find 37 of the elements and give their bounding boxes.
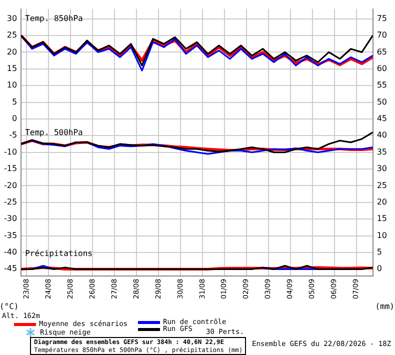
y2-tick-label: 75 — [376, 14, 388, 23]
y-tick-label: 25 — [6, 30, 18, 40]
y2-tick-label: 70 — [376, 30, 388, 40]
y2-tick-label: 5 — [376, 248, 382, 257]
y-tick-label: 5 — [12, 97, 18, 106]
y-tick-label: 0 — [12, 114, 18, 124]
y-tick-label: -45 — [4, 264, 18, 274]
y2-tick-label: 40 — [376, 130, 388, 140]
y2-tick-label: 55 — [376, 80, 388, 90]
y-tick-label: -20 — [4, 180, 18, 190]
y2-axis-title: (mm) — [375, 302, 394, 312]
annotation: Précipitations — [25, 249, 93, 258]
y-tick-label: -40 — [4, 248, 18, 257]
y-tick-label: 20 — [6, 47, 18, 56]
y2-tick-label: 50 — [376, 97, 388, 106]
y-tick-label: -25 — [4, 197, 18, 206]
annotation: Temp. 850hPa — [25, 14, 84, 23]
y2-tick-label: 65 — [376, 47, 388, 56]
y2-tick-label: 20 — [376, 197, 388, 206]
y-tick-label: 15 — [6, 64, 18, 73]
annotation: Temp. 500hPa — [25, 128, 84, 138]
y-tick-label: 30 — [6, 14, 18, 23]
y2-tick-label: 35 — [376, 147, 388, 156]
y2-tick-label: 60 — [376, 64, 388, 73]
y2-tick-label: 10 — [376, 230, 388, 240]
y-axis-title: (°C) — [0, 302, 19, 312]
y-tick-label: -35 — [4, 230, 18, 240]
y2-tick-label: 15 — [376, 214, 388, 224]
y-tick-label: 10 — [6, 80, 18, 90]
y-tick-label: -5 — [9, 130, 18, 140]
y2-tick-label: 30 — [376, 164, 388, 174]
y2-tick-label: 45 — [376, 114, 388, 124]
y-tick-label: -10 — [4, 147, 18, 156]
y-tick-label: -30 — [4, 214, 18, 224]
y2-tick-label: 25 — [376, 180, 388, 190]
y2-tick-label: 0 — [376, 264, 382, 274]
y-tick-label: -15 — [4, 164, 18, 174]
